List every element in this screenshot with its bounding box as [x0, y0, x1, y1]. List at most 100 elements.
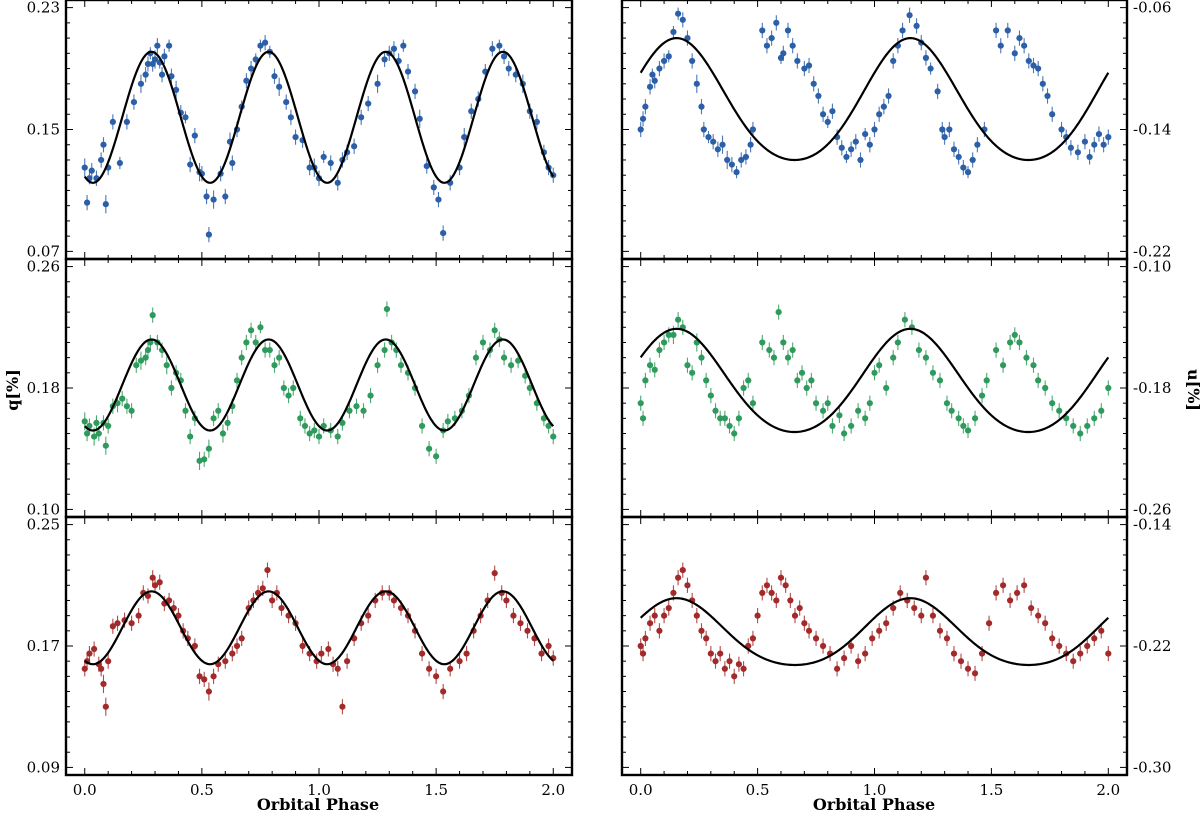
y-tick-label: -0.14	[1133, 121, 1171, 139]
data-point	[149, 312, 156, 319]
data-point	[698, 627, 705, 634]
data-point	[721, 415, 728, 422]
data-point	[689, 57, 696, 65]
x-tick-label: 2.0	[541, 781, 565, 799]
data-point	[233, 377, 241, 384]
data-point	[334, 665, 341, 672]
data-point	[714, 146, 721, 153]
data-point	[883, 384, 890, 392]
data-point	[941, 134, 948, 141]
data-point	[637, 642, 644, 650]
data-point	[491, 327, 498, 334]
data-point	[950, 650, 958, 657]
data-point	[936, 627, 944, 634]
data-point	[196, 457, 203, 464]
data-point	[187, 433, 194, 440]
data-point	[243, 77, 250, 84]
data-point	[656, 346, 663, 354]
data-point	[472, 354, 480, 361]
data-point	[247, 65, 255, 72]
data-point	[149, 574, 156, 581]
data-point	[1056, 642, 1063, 650]
data-point	[1004, 27, 1011, 34]
data-point	[381, 346, 388, 354]
data-point	[351, 143, 358, 150]
data-point	[803, 384, 810, 392]
data-point	[843, 153, 850, 161]
data-point	[999, 582, 1007, 589]
x-tick-label: 0.0	[73, 781, 97, 799]
data-point	[824, 400, 831, 407]
y-tick-label: -0.18	[1133, 379, 1171, 397]
data-point	[728, 161, 735, 168]
data-point	[639, 650, 647, 657]
data-point	[510, 612, 517, 619]
y-tick-label: -0.10	[1133, 258, 1171, 276]
data-point	[1067, 144, 1074, 151]
data-point	[660, 57, 668, 65]
data-point	[334, 179, 341, 186]
data-point	[876, 362, 883, 369]
data-point	[276, 354, 283, 361]
data-point	[142, 71, 149, 78]
data-point	[805, 62, 813, 69]
data-point	[639, 115, 647, 122]
data-point	[763, 582, 771, 589]
data-point	[1091, 635, 1098, 642]
data-point	[526, 384, 533, 392]
data-point	[463, 650, 470, 657]
y-tick-label: 0.26	[27, 258, 60, 276]
data-point	[489, 45, 496, 52]
data-point	[791, 612, 799, 619]
data-point	[946, 126, 953, 133]
data-point	[642, 635, 649, 642]
data-group	[637, 562, 1112, 684]
data-point	[810, 80, 817, 87]
data-point	[719, 141, 726, 148]
x-tick-label: 0.5	[746, 781, 770, 799]
data-point	[105, 658, 112, 665]
data-point	[651, 77, 658, 84]
data-point	[824, 118, 831, 125]
data-point	[1070, 658, 1077, 665]
data-point	[344, 658, 351, 665]
data-point	[365, 100, 372, 107]
data-point	[505, 65, 512, 72]
data-point	[950, 146, 958, 153]
data-point	[964, 427, 972, 434]
data-point	[637, 126, 644, 133]
data-point	[646, 620, 654, 627]
data-point	[880, 103, 887, 110]
data-point	[1023, 354, 1030, 361]
data-point	[81, 665, 88, 672]
data-point	[768, 589, 775, 596]
data-point	[500, 354, 508, 361]
data-point	[479, 339, 487, 346]
data-point	[173, 86, 180, 93]
data-point	[1070, 422, 1077, 430]
data-point	[848, 146, 855, 153]
data-point	[257, 324, 264, 331]
x-tick-label: 2.0	[1096, 781, 1120, 799]
data-point	[318, 650, 325, 657]
data-point	[299, 642, 306, 650]
data-point	[812, 635, 820, 642]
panel-left-middle: 0.10 0.18 0.26	[27, 258, 574, 518]
data-point	[943, 400, 951, 407]
data-point	[191, 642, 198, 650]
data-point	[948, 407, 955, 414]
data-point	[833, 665, 841, 672]
data-point	[182, 407, 189, 414]
data-point	[866, 400, 873, 407]
data-point	[929, 612, 937, 619]
data-point	[315, 433, 323, 440]
data-point	[222, 658, 229, 665]
y-tick-label: 0.10	[27, 500, 60, 518]
data-point	[507, 362, 515, 369]
data-point	[168, 384, 175, 392]
data-point	[936, 377, 944, 384]
data-point	[890, 57, 897, 65]
data-point	[997, 42, 1004, 49]
data-point	[670, 589, 677, 596]
data-point	[285, 392, 292, 399]
